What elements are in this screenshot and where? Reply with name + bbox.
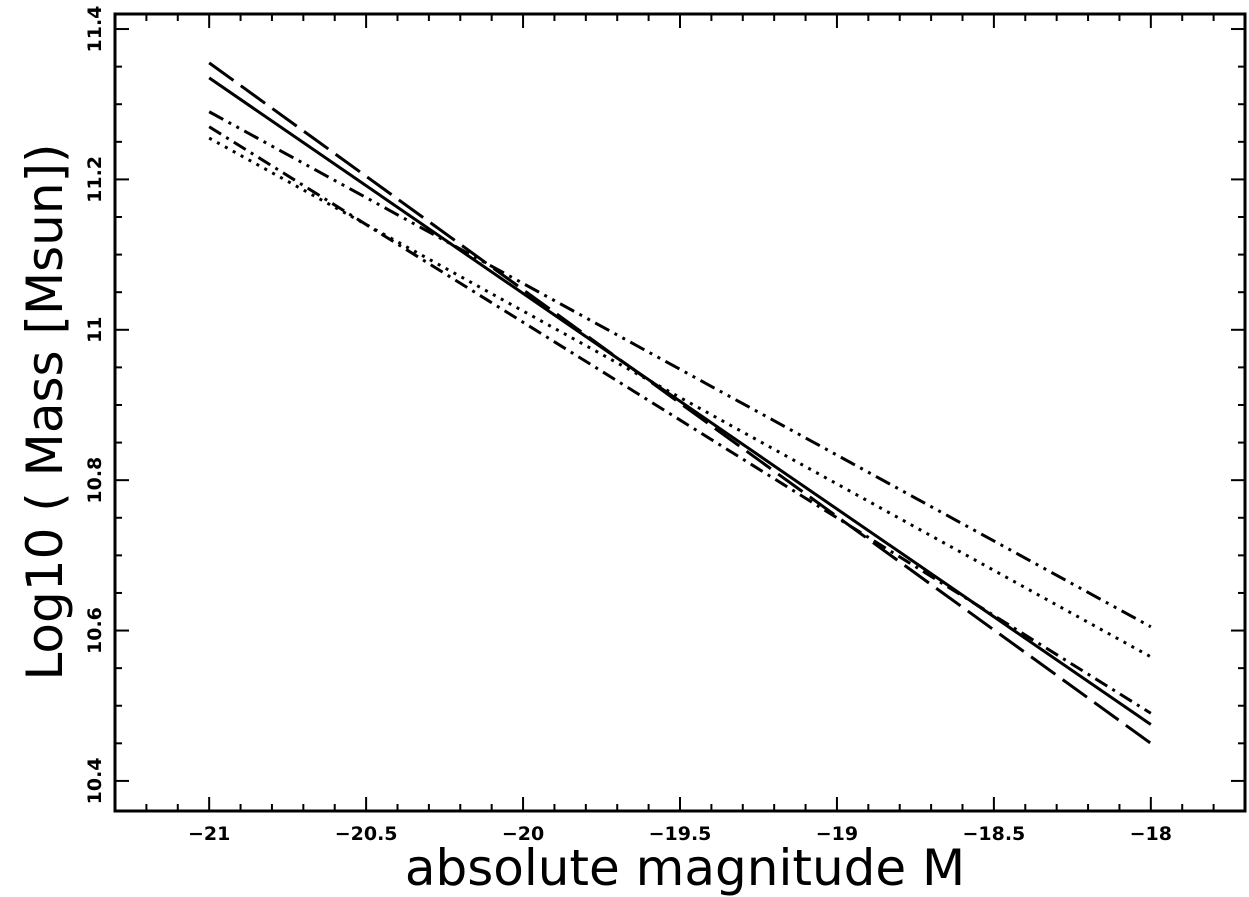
y-tick-label: 10.4 [84,757,106,804]
y-tick-label: 11.4 [84,6,106,53]
y-tick-label: 10.6 [84,607,106,654]
y-axis-title: Log10 ( Mass [Msun]) [16,143,74,680]
x-tick-label: −20 [502,823,544,845]
series-line-solid [208,76,1152,726]
y-tick-label: 11 [84,317,106,343]
x-axis-title: absolute magnitude M [405,839,965,897]
series-line-dash-dot-dot [208,110,1152,629]
x-tick-label: −18.5 [962,823,1025,845]
y-tick-label: 10.8 [84,457,106,504]
series-line-long-dash [208,61,1152,745]
y-tick-label: 11.2 [84,156,106,203]
series-line-dash-dot [208,125,1152,715]
tick-labels: −21 −20.5 −20 −19.5 −19 −18.5 −18 10.4 10.6 10.8 1… [84,6,1172,845]
x-tick-label: −19 [816,823,858,845]
x-tick-label: −19.5 [649,823,712,845]
x-tick-label: −20.5 [335,823,398,845]
x-tick-label: −18 [1130,823,1172,845]
tick-marks [115,14,1246,811]
x-tick-label: −21 [188,823,230,845]
plot-frame [113,12,1247,813]
series-group [208,61,1152,745]
